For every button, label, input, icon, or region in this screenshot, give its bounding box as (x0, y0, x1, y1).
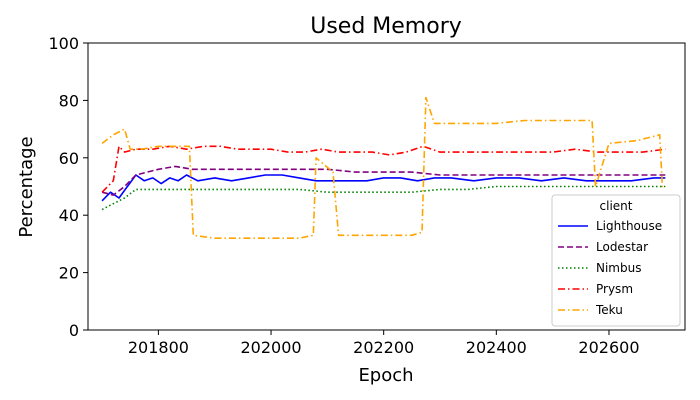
x-tick-label: 202400 (466, 338, 527, 357)
x-axis-label: Epoch (358, 365, 413, 386)
series-line-teku (101, 96, 664, 239)
y-axis: 0 20 40 60 80 100 (48, 34, 88, 340)
legend-label-prysm: Prysm (596, 282, 633, 296)
series-line-lodestar (101, 165, 666, 196)
y-axis-label: Percentage (16, 136, 37, 237)
x-tick-label: 201800 (128, 338, 189, 357)
legend-label-lodestar: Lodestar (596, 240, 648, 254)
x-tick-label: 202200 (353, 338, 414, 357)
series-line-prysm (101, 145, 666, 193)
legend-label-teku: Teku (595, 303, 623, 317)
y-tick-label: 40 (59, 206, 79, 225)
legend: client Lighthouse Lodestar Nimbus Prysm Teku (551, 194, 681, 327)
plot-frame (87, 42, 686, 331)
legend-label-nimbus: Nimbus (596, 261, 641, 275)
y-tick-label: 20 (59, 264, 79, 283)
legend-box (551, 194, 681, 327)
y-tick-label: 60 (59, 149, 79, 168)
y-tick-label: 0 (69, 321, 79, 340)
y-tick-label: 80 (59, 91, 79, 110)
x-tick-label: 202000 (241, 338, 302, 357)
x-axis: 201800 202000 202200 202400 202600 (128, 330, 640, 357)
x-tick-label: 202600 (578, 338, 639, 357)
plot-area (101, 96, 666, 239)
series-line-lighthouse (101, 174, 666, 202)
chart-title: Used Memory (310, 14, 462, 39)
y-tick-label: 100 (48, 34, 79, 53)
series-line-nimbus (101, 185, 666, 211)
legend-label-lighthouse: Lighthouse (596, 219, 662, 233)
legend-title: client (600, 199, 633, 213)
